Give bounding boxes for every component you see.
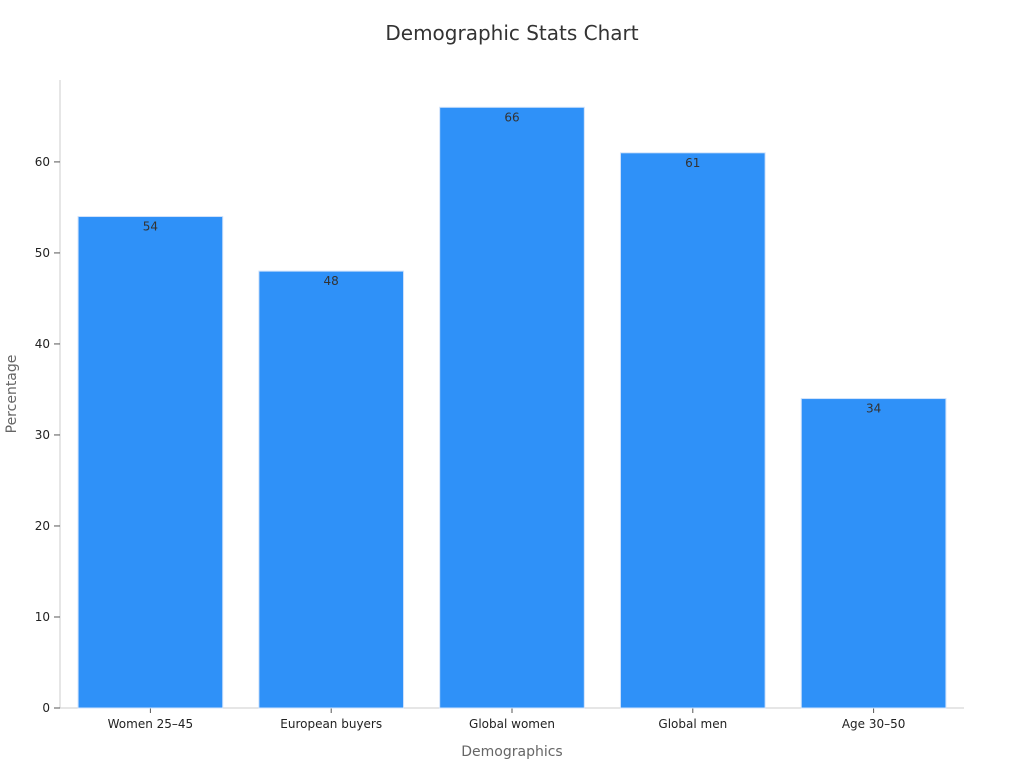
bars	[77, 106, 947, 709]
x-tick-label: Global women	[469, 717, 555, 731]
x-tick-label: Age 30–50	[842, 717, 906, 731]
y-tick-label: 60	[35, 155, 50, 169]
y-tick-label: 40	[35, 337, 50, 351]
y-axis-label: Percentage	[4, 355, 20, 434]
data-labels: 54 48 66 61 34	[143, 110, 881, 415]
bar	[439, 106, 585, 709]
bar	[800, 398, 947, 709]
x-tick-label: European buyers	[280, 717, 382, 731]
x-tick-label: Women 25–45	[108, 717, 194, 731]
y-tick-label: 20	[35, 519, 50, 533]
axes: 0 10 20 30 40 50 60 Women 25–45 European buyers G…	[35, 80, 964, 731]
bar	[258, 270, 405, 709]
bar-value-label: 34	[866, 402, 881, 416]
y-tick-label: 30	[35, 428, 50, 442]
bar-value-label: 61	[685, 156, 700, 170]
chart-title: Demographic Stats Chart	[385, 21, 638, 45]
bar-value-label: 66	[504, 110, 519, 124]
bar-value-label: 48	[324, 274, 339, 288]
y-tick-label: 50	[35, 246, 50, 260]
y-tick-label: 10	[35, 610, 50, 624]
bar-value-label: 54	[143, 220, 158, 234]
y-tick-label: 0	[42, 701, 50, 715]
bar	[77, 216, 224, 709]
x-tick-label: Global men	[658, 717, 727, 731]
x-axis-label: Demographics	[461, 744, 562, 760]
bar	[619, 152, 766, 709]
